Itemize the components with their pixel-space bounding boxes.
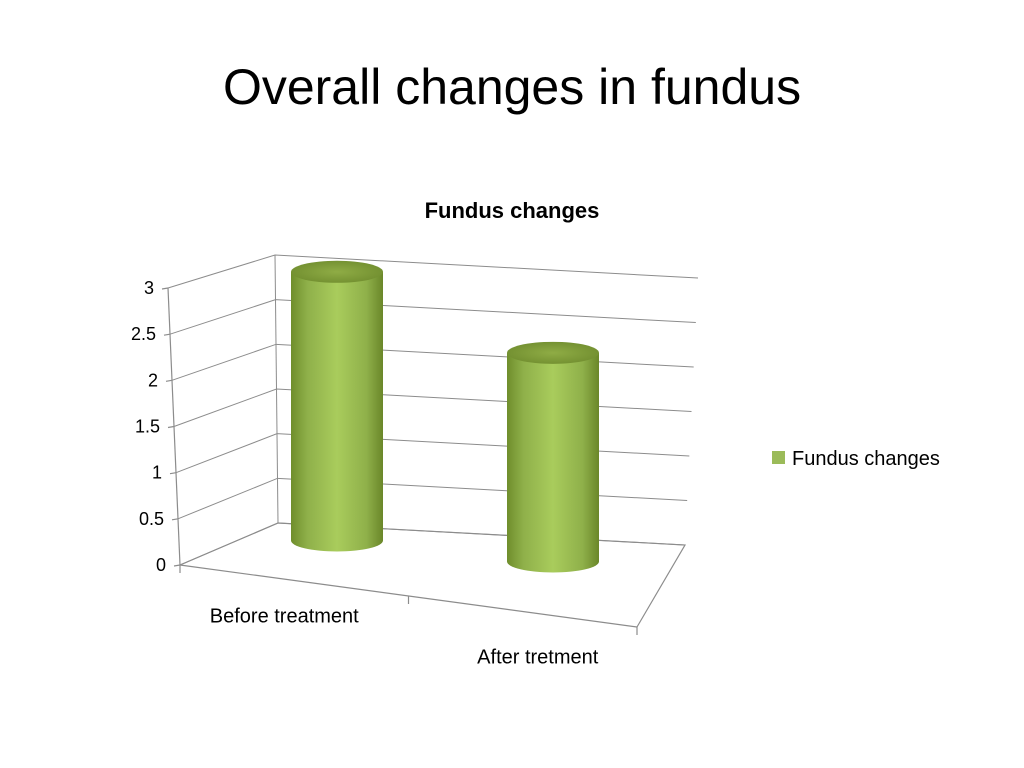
y-tick-mark [163,333,171,336]
bar [291,260,383,552]
bar [507,341,599,573]
gridline [179,522,686,566]
slide-title: Overall changes in fundus [222,59,802,115]
axes [161,287,687,635]
gridline [169,299,696,335]
gridlines [167,254,699,566]
back-wall-edge [274,254,279,524]
gridline [171,343,694,381]
y-tick-mark [161,287,169,290]
floor [179,522,687,628]
y-tick-label: 0 [156,555,166,575]
y-tick-label: 2 [148,370,158,390]
x-category-label: Before treatment [210,606,359,628]
gridline [167,254,699,289]
gridline [177,477,688,520]
bar-top [507,341,599,364]
y-tick-label: 0.5 [139,509,164,529]
y-tick-mark [173,564,181,567]
bars [291,260,599,573]
y-tick-label: 3 [144,278,154,298]
y-tick-mark [167,425,175,429]
x-category-label: After tretment [477,647,599,669]
bar-top [291,260,383,283]
x-axis-categories: Before treatment After tretment [210,606,599,669]
legend: Fundus changes [772,448,940,470]
y-tick-mark [165,379,173,382]
y-tick-label: 1.5 [135,417,160,437]
legend-label: Fundus changes [792,448,940,470]
y-tick-mark [171,518,179,521]
y-axis-ticks: 0 0.5 1 1.5 2 2.5 3 [131,278,166,575]
gridline [173,388,692,427]
gridline [175,433,690,474]
chart-title: Fundus changes [425,198,600,223]
legend-swatch [772,451,785,464]
bar-body [507,352,599,573]
y-axis [167,287,181,566]
y-tick-label: 2.5 [131,324,156,344]
y-tick-label: 1 [152,463,162,483]
bar-body [291,271,383,552]
y-tick-mark [169,472,177,475]
